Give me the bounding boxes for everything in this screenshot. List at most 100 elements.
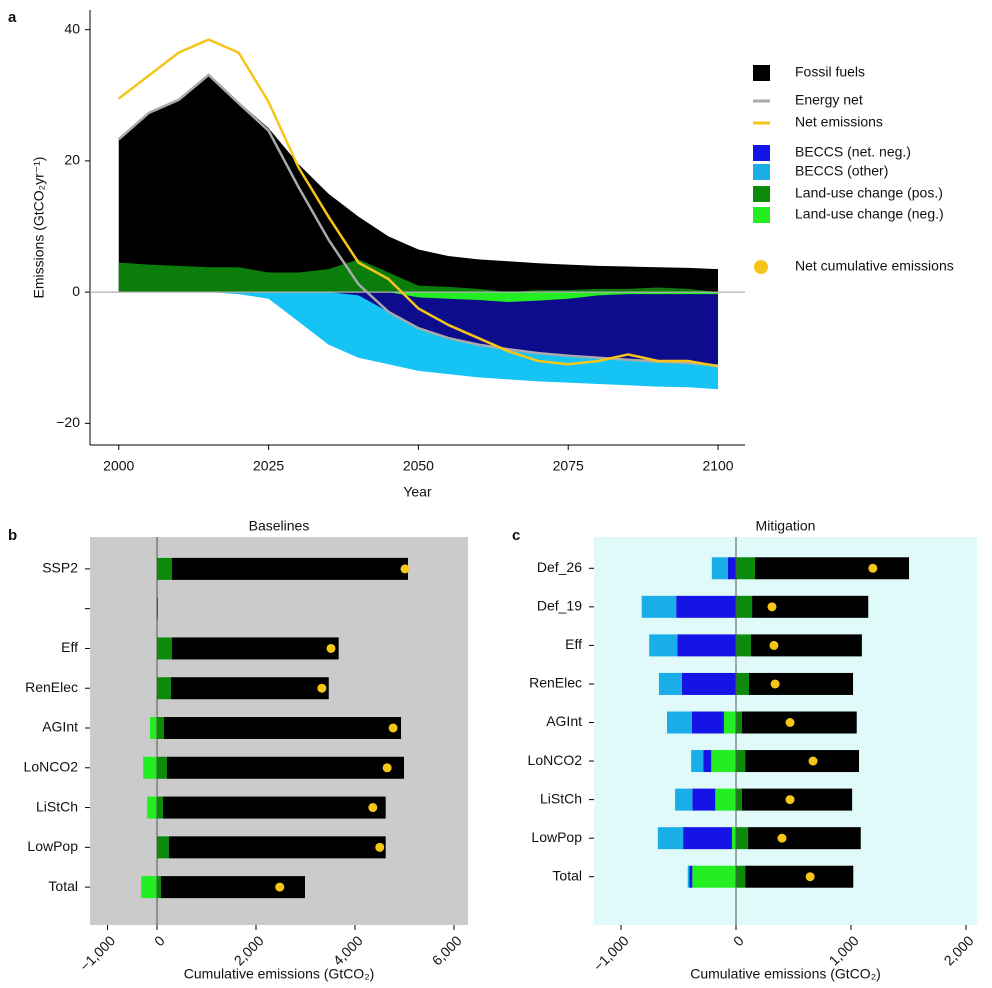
dot	[368, 803, 378, 813]
panel-title: Baselines	[249, 518, 310, 534]
dot	[785, 795, 795, 805]
bar-segment	[736, 788, 742, 811]
category-label: Eff	[565, 636, 582, 652]
x-tick-label: −1,000	[590, 932, 632, 974]
bar-segment	[687, 865, 690, 888]
x-tick-label: 2,000	[231, 932, 267, 968]
bar-segment	[711, 557, 728, 580]
bar-segment	[150, 717, 158, 739]
dot	[317, 683, 327, 693]
x-tick-label: 2000	[103, 458, 134, 474]
category-label: SSP2	[42, 560, 78, 576]
area	[118, 73, 719, 293]
category-label: LiStCh	[540, 790, 582, 806]
panel-label: b	[8, 527, 17, 544]
legend-label: BECCS (net. neg.)	[795, 144, 911, 160]
bar-segment	[736, 750, 746, 773]
legend-swatch	[753, 186, 770, 202]
bar-segment	[741, 711, 857, 734]
x-tick-label: 6,000	[429, 932, 465, 968]
legend-swatch	[753, 65, 770, 81]
area	[118, 292, 719, 302]
bar-segment	[649, 634, 678, 657]
bar-segment	[689, 865, 693, 888]
legend-swatch	[753, 164, 770, 180]
dot	[770, 679, 780, 689]
legend-label: Land-use change (pos.)	[795, 185, 943, 201]
bar-segment	[157, 637, 172, 660]
dot	[375, 842, 385, 852]
bar-segment	[715, 788, 737, 811]
panel-label: a	[8, 9, 17, 26]
dot	[326, 643, 336, 653]
bar-segment	[727, 557, 737, 580]
bar-segment	[748, 827, 861, 850]
bar-segment	[162, 796, 386, 819]
bar-segment	[675, 788, 693, 811]
bar-segment	[748, 672, 854, 695]
bar-segment	[157, 677, 171, 700]
y-axis-title: Emissions (GtCO₂yr⁻¹)	[31, 157, 47, 299]
bar-segment	[736, 672, 749, 695]
dot	[275, 882, 285, 892]
category-label: RenElec	[25, 679, 78, 695]
category-label: LiStCh	[36, 798, 78, 814]
category-label: LoNCO2	[24, 758, 79, 774]
bar-segment	[754, 557, 910, 580]
bar-segment	[160, 876, 306, 899]
bar-segment	[692, 865, 737, 888]
bar-segment	[692, 788, 716, 811]
legend-label: Energy net	[795, 92, 863, 108]
dot	[868, 563, 878, 573]
category-label: Total	[552, 867, 582, 883]
bar-segment	[157, 717, 164, 739]
x-tick-label: 2100	[702, 458, 733, 474]
bar-segment	[691, 750, 704, 773]
bar-segment	[170, 677, 329, 700]
x-tick-label: 2075	[553, 458, 584, 474]
x-tick-label: −1,000	[76, 932, 118, 974]
x-tick-label: 2025	[253, 458, 284, 474]
bar-segment	[683, 827, 732, 850]
bar-segment	[157, 836, 169, 859]
legend-label: Net cumulative emissions	[795, 258, 954, 274]
legend-swatch	[753, 207, 770, 223]
legend-label: Net emissions	[795, 114, 883, 130]
panel-label: c	[512, 527, 520, 544]
bar-segment	[750, 634, 862, 657]
bar-segment	[166, 756, 405, 779]
bar-segment	[741, 788, 853, 811]
legend-swatch	[754, 260, 768, 274]
y-tick-label: 20	[64, 152, 80, 168]
bar-segment	[163, 717, 402, 739]
category-label: Def_26	[537, 559, 582, 575]
x-tick-label: 2050	[403, 458, 434, 474]
category-label: Eff	[61, 639, 78, 655]
bar-segment	[745, 865, 854, 888]
category-label: Total	[48, 878, 78, 894]
bar-segment	[141, 876, 158, 899]
bar-segment	[157, 756, 167, 779]
x-tick-label: 0	[730, 932, 747, 949]
category-label: LowPop	[531, 829, 582, 845]
bar-segment	[731, 827, 737, 850]
dot	[777, 833, 787, 843]
x-tick-label: 0	[151, 932, 168, 949]
dot	[400, 564, 410, 574]
bar-segment	[736, 634, 751, 657]
x-axis-title: Cumulative emissions (GtCO₂)	[690, 966, 881, 982]
panel-title: Mitigation	[756, 518, 816, 534]
dot	[388, 723, 398, 733]
category-label: Def_19	[537, 598, 582, 614]
bar-segment	[736, 827, 749, 850]
bar-segment	[168, 836, 386, 859]
bar-segment	[681, 672, 737, 695]
bar-segment	[667, 711, 692, 734]
bar-segment	[736, 711, 742, 734]
bar-segment	[723, 711, 737, 734]
bar-segment	[157, 876, 161, 899]
category-label: AGInt	[546, 713, 582, 729]
line	[118, 38, 719, 368]
y-tick-label: −20	[56, 414, 80, 430]
